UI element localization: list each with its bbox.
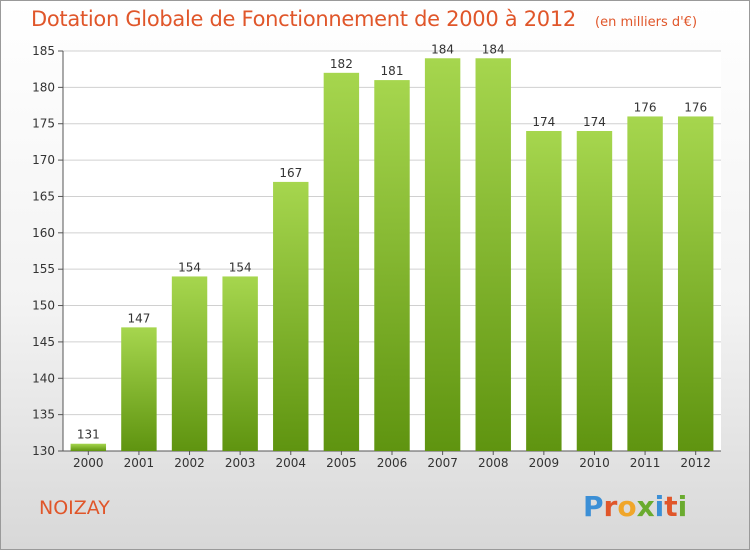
data-label-2007: 184 [431,42,454,56]
bar-2005 [323,72,360,452]
bar-2011 [627,116,663,452]
data-label-2008: 184 [482,42,505,56]
data-label-2002: 154 [178,260,201,274]
brand-letter: i [654,490,665,523]
y-tick-label: 140 [32,371,55,385]
y-tick-label: 135 [32,408,55,422]
brand-letter: r [603,490,618,523]
bar-2000 [70,443,107,451]
x-tick-label-2012: 2012 [680,456,711,470]
data-label-2011: 176 [634,100,657,114]
data-label-2006: 181 [381,64,404,78]
x-tick-label-2008: 2008 [478,456,509,470]
bar-2008 [475,58,511,451]
data-label-2009: 174 [532,115,555,129]
x-tick-label-2009: 2009 [529,456,560,470]
y-tick-label: 180 [32,80,55,94]
y-tick-label: 165 [32,189,55,203]
y-tick-label: 170 [32,153,55,167]
brand-letter: i [677,490,688,523]
data-label-2000: 131 [77,428,100,442]
data-label-2004: 167 [279,166,302,180]
y-tick-label: 175 [32,117,55,131]
y-tick-label: 150 [32,299,55,313]
bar-2007 [424,58,461,451]
brand-logo: Proxiti [583,490,687,523]
data-label-2001: 147 [127,311,150,325]
brand-letter: t [664,490,678,523]
x-tick-label-2001: 2001 [124,456,155,470]
y-tick-label: 160 [32,226,55,240]
x-tick-label-2005: 2005 [326,456,357,470]
bar-2003 [222,276,258,451]
x-tick-label-2007: 2007 [427,456,458,470]
bar-2012 [677,116,714,452]
y-tick-label: 185 [32,44,55,58]
bar-2009 [526,131,562,451]
y-tick-label: 155 [32,262,55,276]
commune-name: NOIZAY [39,497,110,519]
x-tick-label-2006: 2006 [377,456,408,470]
bar-2001 [121,327,157,451]
title-row: Dotation Globale de Fonctionnement de 20… [31,7,697,31]
brand-letter: o [617,490,637,523]
x-tick-label-2004: 2004 [275,456,306,470]
data-label-2012: 176 [684,100,707,114]
chart-unit: (en milliers d'€) [595,15,698,30]
x-tick-label-2002: 2002 [174,456,205,470]
data-label-2005: 182 [330,57,353,71]
y-tick-label: 130 [32,444,55,458]
x-tick-label-2010: 2010 [579,456,610,470]
bar-2004 [273,181,309,451]
x-tick-label-2011: 2011 [630,456,661,470]
chart-title: Dotation Globale de Fonctionnement de 20… [31,7,576,31]
x-tick-label-2000: 2000 [73,456,104,470]
y-tick-label: 145 [32,335,55,349]
bar-2010 [576,131,613,451]
bar-2002 [171,276,208,451]
brand-letter: P [583,490,604,523]
bar-2006 [374,80,410,451]
x-tick-label-2003: 2003 [225,456,256,470]
brand-letter: x [636,490,655,523]
data-label-2003: 154 [229,260,252,274]
data-label-2010: 174 [583,115,606,129]
